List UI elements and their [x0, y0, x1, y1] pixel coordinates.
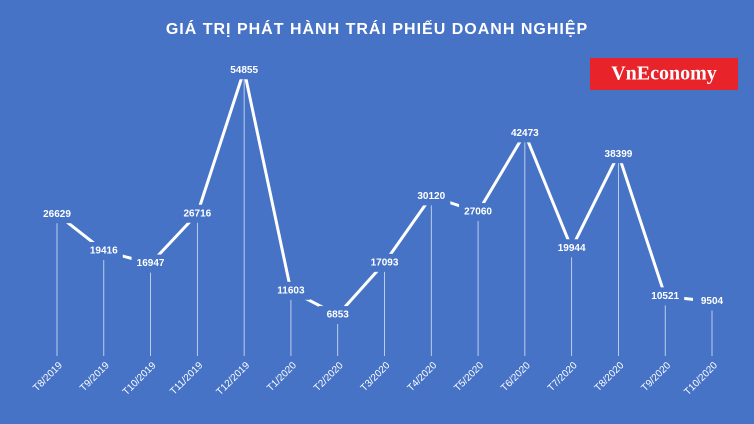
label-mask	[646, 287, 685, 306]
value-label: 6853	[327, 310, 350, 321]
value-label: 10521	[651, 291, 679, 302]
logo: VnEconomy	[611, 63, 717, 85]
label-mask	[365, 253, 404, 272]
label-mask	[178, 204, 217, 223]
value-label: 9504	[701, 296, 724, 307]
label-mask	[318, 306, 357, 325]
value-label: 30120	[417, 191, 445, 202]
value-label: 26716	[183, 208, 211, 219]
value-label: 17093	[371, 257, 399, 268]
label-mask	[552, 239, 591, 258]
value-label: 19944	[558, 243, 586, 254]
logo-box	[590, 58, 738, 90]
chart-title: GIÁ TRỊ PHÁT HÀNH TRÁI PHIẾU DOANH NGHIỆ…	[166, 19, 588, 38]
value-label: 27060	[464, 207, 492, 218]
label-mask	[693, 292, 731, 311]
value-label: 26629	[43, 209, 71, 220]
value-label: 38399	[605, 149, 633, 160]
value-label: 42473	[511, 128, 539, 139]
value-label: 54855	[230, 65, 258, 76]
label-mask	[84, 241, 123, 260]
label-mask	[412, 187, 451, 206]
value-label: 11603	[277, 285, 305, 296]
label-mask	[599, 145, 638, 164]
label-mask	[271, 281, 310, 300]
label-mask	[131, 254, 170, 273]
label-mask	[38, 205, 76, 224]
value-label: 16947	[137, 258, 165, 269]
label-mask	[459, 202, 498, 221]
label-mask	[505, 124, 544, 143]
label-mask	[225, 61, 264, 80]
value-label: 19416	[90, 246, 118, 257]
